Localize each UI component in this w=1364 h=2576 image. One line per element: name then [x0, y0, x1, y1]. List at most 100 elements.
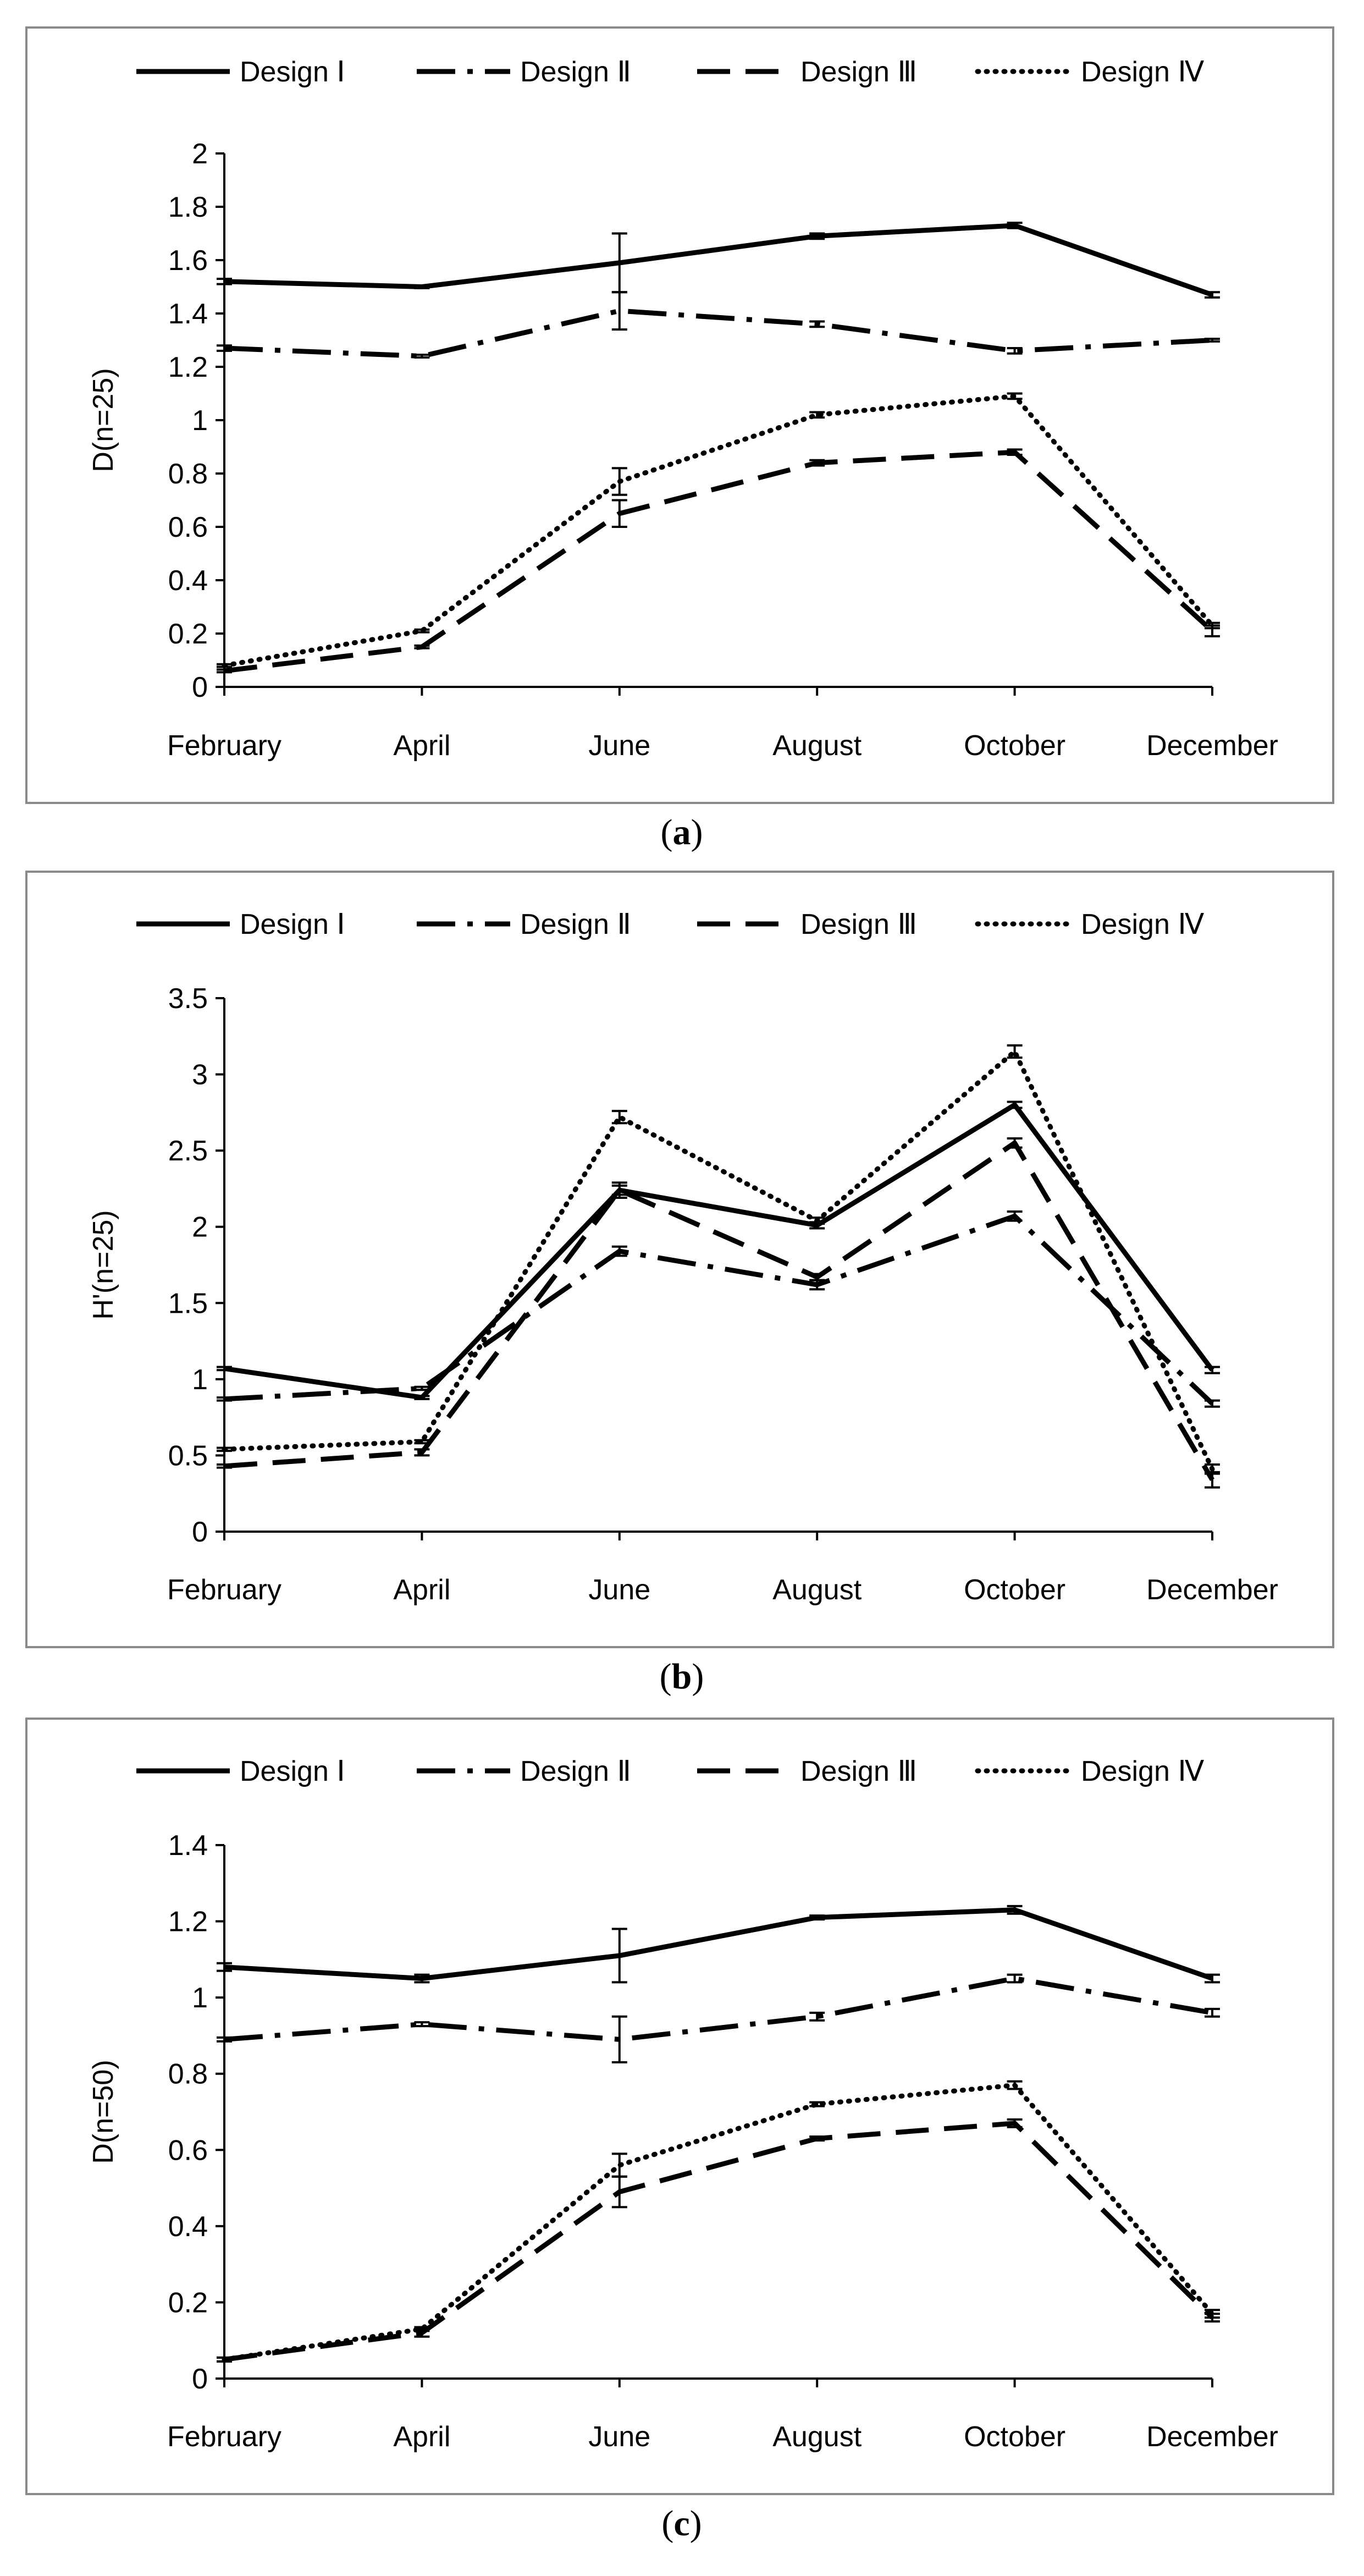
y-axis-title: H'(n=25): [87, 1210, 119, 1319]
chart-frame: [25, 26, 1334, 804]
y-tick-label: 2: [192, 1212, 208, 1243]
error-bar: [1007, 448, 1023, 456]
error-bar: [611, 1928, 627, 1984]
error-bar: [1205, 621, 1220, 630]
error-bar: [414, 1448, 430, 1457]
series-design-iv: [217, 392, 1220, 668]
legend: Design Ⅰ Design Ⅱ Design Ⅲ Design Ⅳ: [136, 909, 1204, 940]
y-tick-label: 0.4: [168, 2211, 208, 2243]
y-axis-title: D(n=25): [87, 368, 119, 472]
error-bar: [809, 232, 825, 240]
y-tick-label: 0.5: [168, 1440, 208, 1472]
error-bar: [217, 1463, 232, 1469]
chart-panels: 0 0.2 0.4 0.6 0.8 1 1.2 1.4 1.6 1.8 2 February April…: [25, 26, 1334, 2544]
error-bar: [217, 1446, 232, 1452]
series-line-design-ii: [224, 1976, 1213, 2042]
y-tick-label: 0.8: [168, 2058, 208, 2090]
y-tick-label: 1.2: [168, 351, 208, 383]
y-tick-label: 0.2: [168, 2287, 208, 2319]
y-tick-label: 1.4: [168, 298, 208, 330]
error-bar: [1007, 347, 1023, 355]
error-bar: [611, 2153, 627, 2178]
y-tick-label: 1.2: [168, 1906, 208, 1938]
series-design-i: [217, 1100, 1220, 1400]
error-bar: [217, 1366, 232, 1372]
legend-label: Design Ⅰ: [240, 909, 345, 940]
series-line-design-iii: [224, 1140, 1214, 1482]
legend-label: Design Ⅱ: [520, 909, 631, 940]
series-design-i: [217, 222, 1220, 299]
chart-panel-a: 0 0.2 0.4 0.6 0.8 1 1.2 1.4 1.6 1.8 2 February April…: [25, 26, 1334, 804]
series-line-design-ii: [224, 308, 1213, 359]
series-line-design-iii: [224, 449, 1214, 674]
legend-label: Design Ⅰ: [240, 1755, 345, 1787]
error-bar: [1205, 1973, 1220, 1984]
error-bar: [1205, 2007, 1220, 2018]
x-tick-label: April: [393, 1574, 450, 1606]
x-tick-label: December: [1146, 730, 1278, 762]
chart-panel-b: 0 0.5 1 1.5 2 2.5 3 3.5 February April June August O…: [25, 871, 1334, 1648]
error-bar: [1007, 2118, 1023, 2128]
legend-item-design-iv: Design Ⅳ: [975, 56, 1204, 88]
error-bar: [809, 2011, 825, 2022]
legend-label: Design Ⅳ: [1081, 909, 1204, 940]
series-line-design-iii: [224, 2121, 1214, 2362]
x-tick-label: February: [167, 1574, 281, 1606]
x-tick-label: October: [964, 2421, 1065, 2453]
y-tick-label: 2: [192, 138, 208, 170]
x-tick-label: October: [964, 730, 1065, 762]
legend-label: Design Ⅱ: [520, 56, 631, 88]
error-bar: [1007, 1100, 1023, 1109]
series-line-design-iv: [222, 393, 1215, 668]
error-bar: [611, 2015, 627, 2063]
error-bar: [414, 2021, 430, 2028]
legend-item-design-iii: Design Ⅲ: [697, 1755, 917, 1787]
error-bar: [414, 2326, 430, 2332]
y-tick-label: 1.4: [168, 1830, 208, 1862]
error-bar: [809, 411, 825, 419]
chart-frame: [25, 1718, 1334, 2495]
x-tick-label: October: [964, 1574, 1065, 1606]
error-bar: [611, 291, 627, 331]
x-tick-label: December: [1146, 1574, 1278, 1606]
legend-item-design-i: Design Ⅰ: [136, 1755, 345, 1787]
error-bar: [809, 320, 825, 328]
y-tick-label: 1.6: [168, 245, 208, 277]
y-tick-label: 1.5: [168, 1287, 208, 1319]
legend-item-design-iii: Design Ⅲ: [697, 909, 917, 940]
panel-caption-c: (c): [661, 2503, 702, 2544]
legend-label: Design Ⅲ: [800, 909, 917, 940]
legend: Design Ⅰ Design Ⅱ Design Ⅲ Design Ⅳ: [136, 1755, 1204, 1787]
x-tick-label: February: [167, 2421, 281, 2453]
error-bar: [611, 1245, 627, 1257]
error-bar: [611, 1110, 627, 1125]
error-bar: [1205, 1463, 1220, 1475]
series-design-iv: [217, 1044, 1220, 1475]
error-bar: [217, 668, 232, 674]
chart-frame: [25, 871, 1334, 1648]
error-bar: [414, 1385, 430, 1391]
error-bar: [1205, 1366, 1220, 1374]
y-tick-label: 1: [192, 405, 208, 437]
y-tick-label: 3: [192, 1059, 208, 1091]
series-line-design-iv: [222, 1049, 1215, 1472]
legend-item-design-ii: Design Ⅱ: [417, 909, 631, 940]
error-bar: [611, 467, 627, 496]
y-tick-label: 0: [192, 671, 208, 703]
legend-label: Design Ⅱ: [520, 1755, 631, 1787]
error-bar: [809, 1914, 825, 1921]
y-tick-label: 0.2: [168, 618, 208, 650]
series-line-design-i: [224, 223, 1213, 298]
panel-caption-a: (a): [661, 812, 703, 852]
error-bar: [217, 663, 232, 668]
error-bar: [1007, 1210, 1023, 1222]
error-bar: [809, 2135, 825, 2142]
error-bar: [1007, 1973, 1023, 1984]
error-bar: [217, 2036, 232, 2043]
y-tick-label: 2.5: [168, 1135, 208, 1167]
error-bar: [1007, 1044, 1023, 1059]
legend-item-design-i: Design Ⅰ: [136, 56, 345, 88]
legend-label: Design Ⅲ: [800, 1755, 917, 1787]
series-design-iv: [217, 2080, 1220, 2363]
x-tick-label: April: [393, 730, 450, 762]
